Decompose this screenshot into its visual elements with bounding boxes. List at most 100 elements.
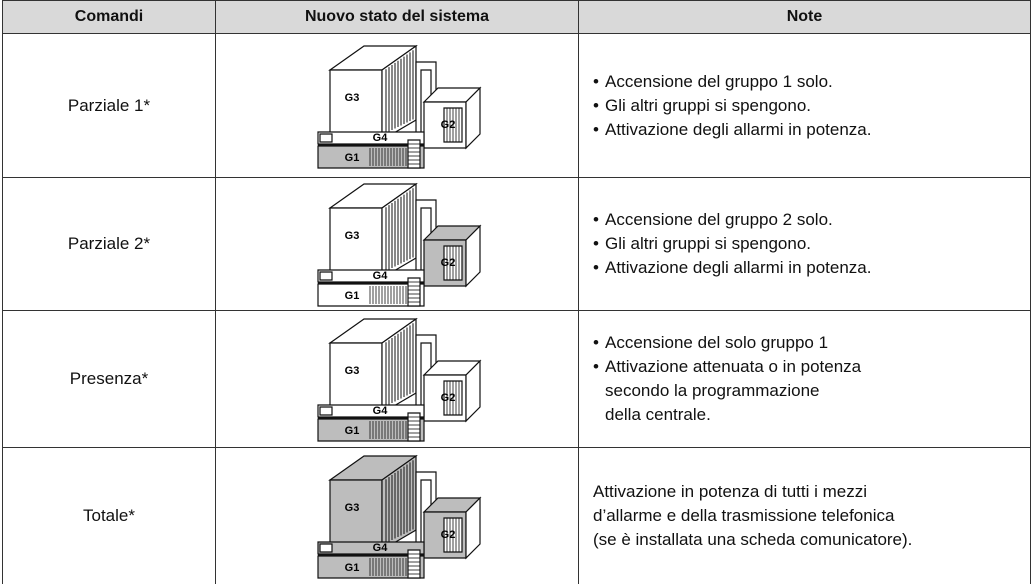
block-g4 [317, 541, 425, 555]
block-g2-side [465, 86, 481, 149]
note-text: Attivazione in potenza di tutti i mezzi d… [593, 480, 912, 552]
state-cell: G3 G2 G4 G1 [215, 447, 579, 584]
note-text: Accensione del solo gruppo 1 [605, 331, 828, 355]
header-row: Comandi Nuovo stato del sistema Note [2, 0, 1031, 34]
table-row: Presenza* G3 G2 G4 G1 • Accensione del solo gr… [2, 310, 1031, 448]
g4-window [319, 271, 333, 281]
group-label: G3 [345, 91, 360, 103]
block-g2-side [465, 224, 481, 288]
bullet: • [593, 119, 599, 139]
bullet: • [593, 234, 599, 253]
note-line: Accensione del gruppo 2 solo. [605, 210, 833, 229]
bullet: • [593, 210, 599, 229]
note-line: Accensione del gruppo 1 solo. [605, 71, 833, 91]
note-text: Attivazione degli allarmi in potenza. [605, 118, 871, 142]
group-label: G4 [373, 405, 389, 417]
block-g3 [329, 207, 383, 279]
group-label: G1 [345, 562, 360, 574]
bullet: • [593, 333, 599, 352]
group-label: G4 [373, 131, 389, 143]
note-text: Attivazione attenuata o in potenza second… [605, 355, 861, 427]
note-cell: • Accensione del solo gruppo 1 • Attivazion… [578, 310, 1031, 448]
stair [407, 138, 421, 169]
block-g3 [329, 342, 383, 414]
group-label: G1 [345, 425, 360, 437]
house-illustration: G3 G2 G4 G1 [317, 454, 482, 579]
group-label: G1 [345, 151, 360, 163]
group-label: G2 [441, 392, 456, 404]
g4-window [319, 132, 333, 143]
group-label: G3 [345, 502, 360, 514]
stair [407, 412, 421, 442]
note-item: • Accensione del gruppo 2 solo. [593, 208, 1030, 232]
note-line: secondo la programmazione [605, 381, 820, 400]
note-item: • Accensione del solo gruppo 1 [593, 331, 1030, 355]
state-cell: G3 G2 G4 G1 [215, 310, 579, 448]
group-label: G2 [441, 257, 456, 269]
group-label: G2 [441, 118, 456, 130]
stair [407, 549, 421, 579]
note-item: Attivazione in potenza di tutti i mezzi d… [593, 480, 1030, 552]
note-text: Accensione del gruppo 1 solo. [605, 70, 833, 94]
note-text: Attivazione degli allarmi in potenza. [605, 256, 871, 280]
command-cell: Parziale 1* [2, 33, 216, 178]
note-item: • Accensione del gruppo 1 solo. [593, 70, 1030, 94]
note-cell: • Accensione del gruppo 2 solo. • Gli altri… [578, 177, 1031, 311]
bullet: • [593, 71, 599, 91]
note-line: Gli altri gruppi si spengono. [605, 234, 812, 253]
command-cell: Totale* [2, 447, 216, 584]
note-line: Attivazione in potenza di tutti i mezzi [593, 481, 868, 501]
state-cell: G3 G2 G4 G1 [215, 177, 579, 311]
header-cell: Comandi [2, 0, 216, 34]
block-g4 [317, 130, 425, 145]
block-g1 [317, 418, 425, 442]
command-cell: Presenza* [2, 310, 216, 448]
table-body: Parziale 1* G3 G2 G4 G1 • Accensione del grupp… [2, 33, 1031, 584]
note-item: • Attivazione degli allarmi in potenza. [593, 118, 1030, 142]
note-text: Gli altri gruppi si spengono. [605, 232, 811, 256]
bullet: • [593, 258, 599, 277]
note-line: Attivazione attenuata o in potenza [605, 357, 862, 376]
note-cell: • Accensione del gruppo 1 solo. • Gli altri… [578, 33, 1031, 178]
note-line: (se è installata una scheda comunicatore… [593, 529, 913, 549]
g4-window [319, 406, 333, 416]
note-item: • Gli altri gruppi si spengono. [593, 94, 1030, 118]
note-line: Attivazione degli allarmi in potenza. [605, 258, 872, 277]
group-label: G2 [441, 529, 456, 541]
block-g1 [317, 555, 425, 579]
note-text: Accensione del gruppo 2 solo. [605, 208, 833, 232]
note-text: Gli altri gruppi si spengono. [605, 94, 811, 118]
house-illustration: G3 G2 G4 G1 [317, 317, 482, 442]
note-item: • Attivazione degli allarmi in potenza. [593, 256, 1030, 280]
note-line: Attivazione degli allarmi in potenza. [605, 119, 872, 139]
house-illustration: G3 G2 G4 G1 [317, 182, 482, 307]
header-cell: Nuovo stato del sistema [215, 0, 579, 34]
bullet: • [593, 357, 599, 376]
state-cell: G3 G2 G4 G1 [215, 33, 579, 178]
note-line: della centrale. [605, 405, 711, 424]
bullet: • [593, 95, 599, 115]
table-row: Parziale 1* G3 G2 G4 G1 • Accensione del grupp… [2, 33, 1031, 178]
group-label: G3 [345, 230, 360, 242]
block-g1 [317, 144, 425, 169]
block-g3 [329, 68, 383, 141]
note-item: • Attivazione attenuata o in potenza secon… [593, 355, 1030, 427]
note-line: Accensione del solo gruppo 1 [605, 333, 829, 352]
block-g2-side [465, 359, 481, 423]
house-illustration: G3 G2 G4 G1 [317, 44, 482, 169]
table-row: Totale* G3 G2 G4 G1 Attivazione in potenza di… [2, 447, 1031, 584]
group-label: G3 [345, 365, 360, 377]
block-g4 [317, 404, 425, 418]
table-row: Parziale 2* G3 G2 G4 G1 • Accensione del grupp… [2, 177, 1031, 311]
block-g1 [317, 283, 425, 307]
note-item: • Gli altri gruppi si spengono. [593, 232, 1030, 256]
block-g2-side [465, 496, 481, 560]
group-label: G1 [345, 290, 360, 302]
g4-window [319, 543, 333, 553]
group-label: G4 [373, 542, 389, 554]
note-line: Gli altri gruppi si spengono. [605, 95, 812, 115]
header-cell: Note [578, 0, 1031, 34]
block-g3 [329, 479, 383, 551]
